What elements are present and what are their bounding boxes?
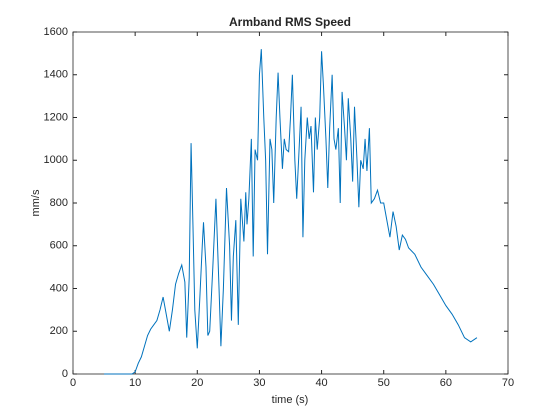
x-tick-label: 10 [129, 377, 141, 389]
x-tick-label: 30 [253, 377, 265, 389]
x-tick-label: 0 [70, 377, 76, 389]
y-axis-label: mm/s [30, 189, 42, 216]
chart-title: Armband RMS Speed [229, 15, 351, 29]
x-tick-label: 50 [378, 377, 390, 389]
y-tick-label: 1600 [44, 26, 68, 38]
y-tick-label: 1400 [44, 69, 68, 81]
x-tick-label: 40 [315, 377, 327, 389]
x-tick-label: 20 [191, 377, 203, 389]
y-tick-label: 1000 [44, 154, 68, 166]
y-tick-label: 400 [50, 282, 68, 294]
x-axis-label: time (s) [272, 394, 309, 406]
y-tick-label: 0 [62, 368, 68, 380]
x-tick-label: 60 [440, 377, 452, 389]
y-tick-label: 600 [50, 240, 68, 252]
x-tick-label: 70 [502, 377, 514, 389]
y-tick-label: 200 [50, 325, 68, 337]
y-tick-label: 800 [50, 197, 68, 209]
y-tick-label: 1200 [44, 111, 68, 123]
data-line [104, 49, 478, 375]
plot-area [72, 31, 509, 375]
